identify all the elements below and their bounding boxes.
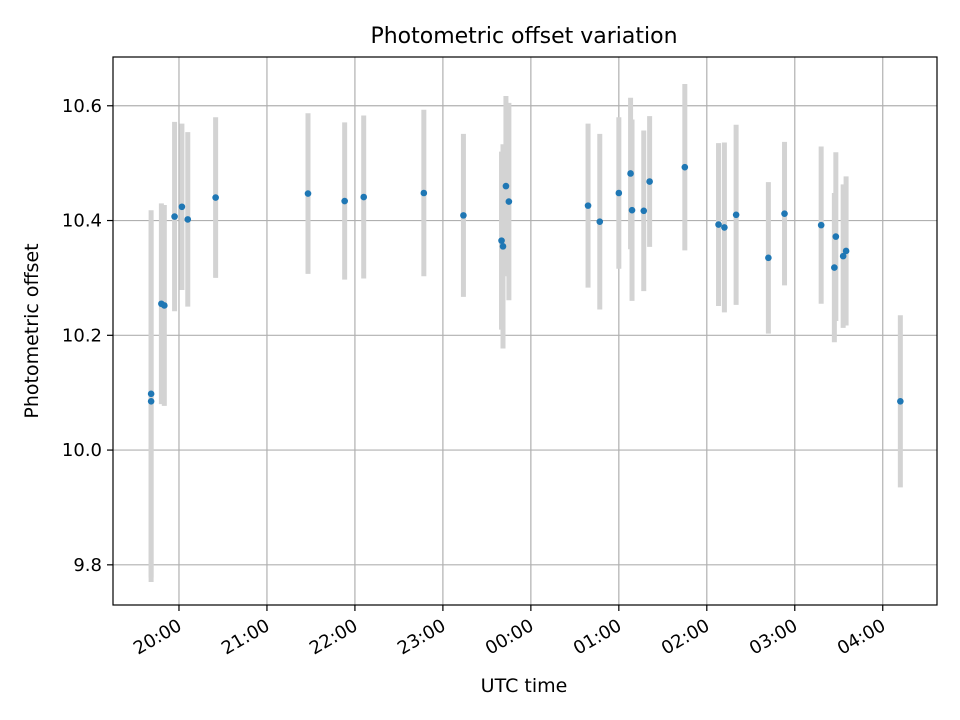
data-point [646, 178, 653, 185]
data-point [161, 302, 168, 309]
data-point [721, 224, 728, 231]
error-bars [148, 83, 903, 583]
chart-title: Photometric offset variation [370, 24, 677, 49]
x-tick-label: 21:00 [218, 615, 273, 659]
y-tick-label: 10.2 [62, 325, 102, 346]
data-point [817, 221, 825, 229]
y-tick-label: 9.8 [73, 555, 102, 576]
data-point [360, 193, 368, 201]
data-point [781, 210, 788, 217]
x-axis-ticks: 20:00 21:00 22:00 23:00 00:00 01:00 02:00 03:00… [130, 605, 889, 659]
data-point [842, 247, 850, 255]
data-point [184, 216, 192, 223]
data-point [831, 264, 838, 271]
data-point [178, 203, 186, 211]
data-point [505, 198, 513, 205]
data-point [640, 207, 648, 215]
x-tick-label: 23:00 [394, 615, 449, 659]
data-point [341, 197, 348, 205]
data-point [460, 212, 467, 219]
data-point [420, 189, 428, 197]
x-axis-label: UTC time [481, 675, 568, 697]
data-point [498, 237, 505, 244]
y-axis-ticks: 9.8 10.0 10.2 10.4 10.6 [62, 96, 113, 576]
x-tick-label: 02:00 [658, 615, 713, 659]
x-tick-label: 03:00 [746, 615, 801, 659]
data-point [627, 170, 634, 177]
y-tick-label: 10.0 [62, 440, 102, 461]
data-point [596, 218, 604, 225]
data-point [147, 390, 155, 398]
data-point [839, 252, 847, 260]
y-tick-label: 10.4 [62, 211, 102, 232]
data-point [681, 163, 689, 171]
data-point [615, 189, 623, 197]
data-point [765, 254, 772, 262]
data-point [628, 206, 636, 214]
data-point [502, 182, 510, 190]
x-tick-label: 01:00 [570, 615, 625, 659]
data-point [584, 202, 592, 209]
x-tick-label: 04:00 [834, 615, 889, 659]
data-point [499, 243, 507, 250]
data-point [212, 194, 219, 201]
x-tick-label: 20:00 [130, 615, 185, 659]
plot-frame [112, 56, 938, 606]
y-axis-label: Photometric offset [21, 243, 43, 418]
grid-lines [113, 57, 937, 605]
data-point [304, 190, 312, 197]
y-tick-label: 10.6 [62, 96, 102, 117]
x-tick-label: 22:00 [306, 615, 361, 659]
x-tick-label: 00:00 [482, 615, 537, 659]
data-point [715, 221, 722, 228]
data-points [147, 163, 904, 405]
data-point [732, 211, 740, 219]
data-point [897, 397, 904, 405]
data-point [832, 233, 840, 240]
data-point [171, 213, 178, 220]
data-point [147, 397, 155, 405]
